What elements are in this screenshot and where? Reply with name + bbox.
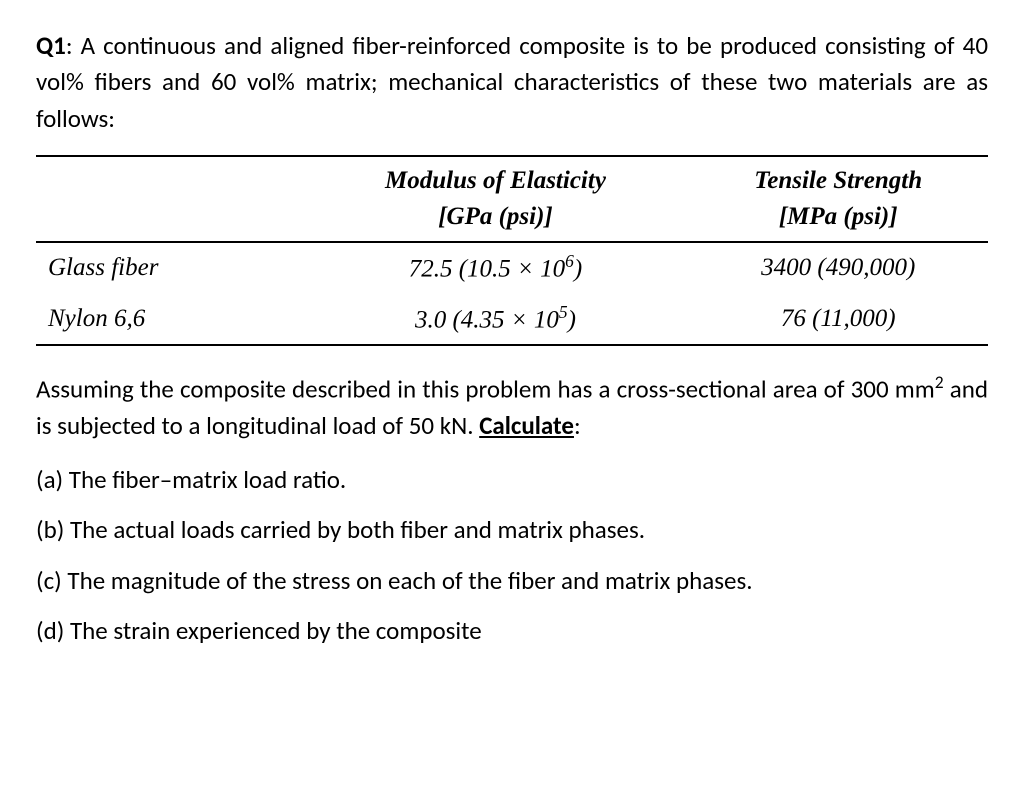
tensile-cell: 76 (11,000) <box>688 294 988 346</box>
question-label: Q1 <box>36 30 66 61</box>
modulus-unit: [GPa (psi)] <box>311 199 681 235</box>
question-intro-text: : A continuous and aligned fiber-reinfor… <box>36 30 988 134</box>
part-a: (a) The fiber–matrix load ratio. <box>36 462 988 498</box>
materials-table: Modulus of Elasticity [GPa (psi)] Tensil… <box>36 155 988 347</box>
tensile-title: Tensile Strength <box>696 163 980 199</box>
assumption-text: Assuming the composite described in this… <box>36 370 988 444</box>
tensile-unit: [MPa (psi)] <box>696 199 980 235</box>
material-name: Glass fiber <box>36 242 303 294</box>
material-name: Nylon 6,6 <box>36 294 303 346</box>
table-row: Nylon 6,6 3.0 (4.35 × 105) 76 (11,000) <box>36 294 988 346</box>
table-header-modulus: Modulus of Elasticity [GPa (psi)] <box>303 156 689 243</box>
modulus-title: Modulus of Elasticity <box>311 163 681 199</box>
part-d: (d) The strain experienced by the compos… <box>36 613 988 649</box>
table-header-empty <box>36 156 303 243</box>
question-intro: Q1: A continuous and aligned fiber-reinf… <box>36 28 988 137</box>
tensile-cell: 3400 (490,000) <box>688 242 988 294</box>
calculate-label: Calculate <box>479 410 574 441</box>
table-row: Glass fiber 72.5 (10.5 × 106) 3400 (490,… <box>36 242 988 294</box>
modulus-cell: 72.5 (10.5 × 106) <box>303 242 689 294</box>
part-b: (b) The actual loads carried by both fib… <box>36 512 988 548</box>
table-header-row: Modulus of Elasticity [GPa (psi)] Tensil… <box>36 156 988 243</box>
modulus-cell: 3.0 (4.35 × 105) <box>303 294 689 346</box>
part-c: (c) The magnitude of the stress on each … <box>36 563 988 599</box>
table-header-tensile: Tensile Strength [MPa (psi)] <box>688 156 988 243</box>
